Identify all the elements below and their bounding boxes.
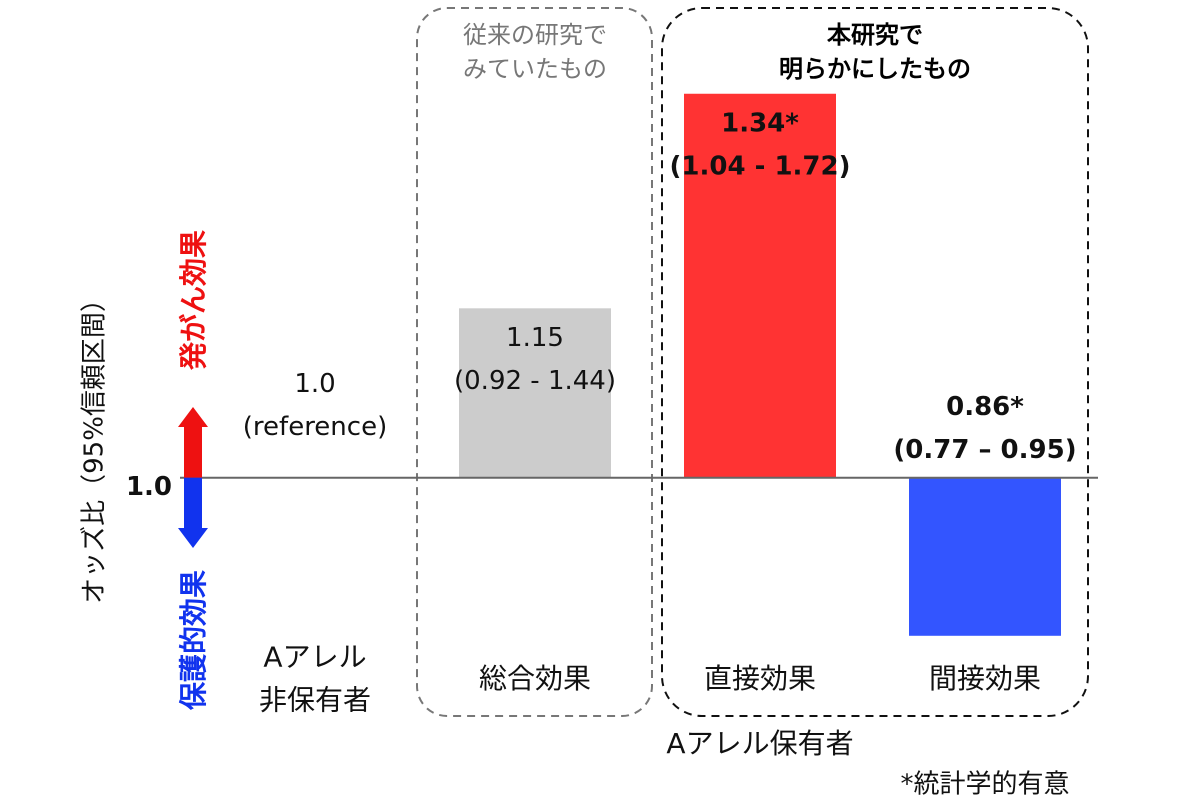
box-label: 従来の研究で: [463, 21, 607, 49]
down-label: 保護的効果: [177, 570, 210, 710]
down-arrow-shaft: [184, 477, 202, 530]
interval-label: (0.77 – 0.95): [893, 435, 1076, 465]
interval-label: (reference): [243, 412, 387, 442]
this-study-box: [661, 7, 1089, 717]
x-tick-label: 間接効果: [929, 662, 1041, 695]
box-label: 本研究で: [826, 21, 923, 49]
value-label: 0.86*: [946, 392, 1024, 422]
interval-label: (1.04 - 1.72): [670, 151, 851, 181]
group-label: Aアレル保有者: [666, 727, 853, 760]
interval-label: (0.92 - 1.44): [454, 366, 616, 396]
down-arrow-head: [178, 528, 208, 548]
x-tick-label: 非保有者: [259, 684, 371, 717]
up-arrow-head: [178, 407, 208, 427]
value-label: 1.0: [294, 369, 335, 399]
bar: [459, 308, 611, 478]
box-label: 明らかにしたもの: [779, 55, 971, 83]
x-tick-label: 総合効果: [479, 662, 591, 695]
x-tick-label: 直接効果: [704, 662, 816, 695]
bar: [909, 477, 1061, 636]
previous-study-box: [416, 7, 653, 717]
up-label: 発がん効果: [177, 230, 210, 371]
up-arrow-shaft: [184, 425, 202, 478]
bar: [684, 93, 836, 478]
value-label: 1.34*: [721, 108, 799, 138]
box-label: みていたもの: [463, 55, 607, 83]
y-axis-title: オッズ比（95%信頼区間）: [80, 286, 110, 604]
value-label: 1.15: [506, 323, 564, 353]
x-tick-label: Aアレル: [263, 641, 366, 674]
y-tick-label: 1.0: [126, 472, 172, 502]
footnote: *統計学的有意: [900, 770, 1069, 800]
